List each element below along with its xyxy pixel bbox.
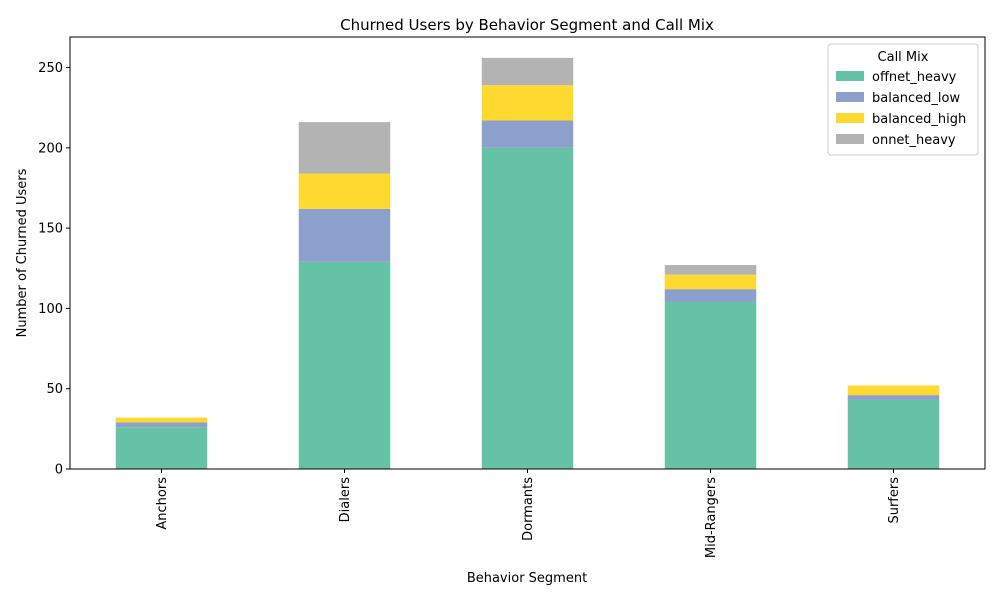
legend-label-onnet-heavy: onnet_heavy <box>872 133 956 148</box>
y-axis: 0 50 100 150 200 250 <box>38 61 70 478</box>
bar-anchors-balanced-high <box>115 417 208 423</box>
bar-dormants-offnet-heavy <box>481 147 574 469</box>
legend-label-offnet-heavy: offnet_heavy <box>872 70 957 85</box>
legend-label-balanced-low: balanced_low <box>872 91 960 106</box>
bars-layer <box>115 57 940 469</box>
y-tick-label: 150 <box>38 222 63 237</box>
x-tick-label: Dormants <box>521 477 536 541</box>
bar-dialers-balanced-low <box>298 208 391 262</box>
bar-dormants-balanced-low <box>481 120 574 148</box>
legend-swatch-offnet-heavy <box>836 71 864 81</box>
bar-anchors-balanced-low <box>115 422 208 428</box>
legend-swatch-balanced-low <box>836 92 864 102</box>
bar-dialers-balanced-high <box>298 173 391 209</box>
bar-mid-rangers-offnet-heavy <box>664 301 757 469</box>
legend-swatch-onnet-heavy <box>836 134 864 144</box>
x-tick-label: Anchors <box>155 477 170 530</box>
x-axis: Anchors Dialers Dormants Mid-Rangers Surfers <box>155 469 902 558</box>
bar-anchors-offnet-heavy <box>115 427 208 469</box>
legend-title: Call Mix <box>878 50 929 65</box>
bar-dialers-onnet-heavy <box>298 122 391 174</box>
x-axis-label: Behavior Segment <box>467 571 587 586</box>
x-tick-label: Dialers <box>338 477 353 523</box>
bar-surfers-balanced-low <box>847 395 940 400</box>
legend: Call Mix offnet_heavy balanced_lowbalance… <box>827 43 979 156</box>
x-tick-label: Mid-Rangers <box>704 477 719 558</box>
y-tick-label: 250 <box>38 61 63 76</box>
bar-dormants-onnet-heavy <box>481 57 574 86</box>
y-tick-label: 100 <box>38 302 63 317</box>
y-axis-label: Number of Churned Users <box>15 168 30 337</box>
bar-mid-rangers-onnet-heavy <box>664 265 757 275</box>
bar-dormants-balanced-high <box>481 85 574 121</box>
y-tick-label: 50 <box>46 382 63 397</box>
bar-surfers-offnet-heavy <box>847 399 940 469</box>
y-tick-label: 200 <box>38 141 63 156</box>
bar-dialers-offnet-heavy <box>298 261 391 469</box>
legend-box <box>827 43 979 156</box>
bar-surfers-balanced-high <box>847 385 940 396</box>
y-tick-label: 0 <box>55 463 63 478</box>
x-tick-label: Surfers <box>887 477 902 524</box>
chart-title: Churned Users by Behavior Segment and Ca… <box>340 16 714 34</box>
bar-mid-rangers-balanced-high <box>664 274 757 290</box>
legend-label-balanced-high: balanced_high <box>872 112 966 127</box>
bar-mid-rangers-balanced-low <box>664 289 757 302</box>
legend-swatch-balanced-high <box>836 113 864 123</box>
